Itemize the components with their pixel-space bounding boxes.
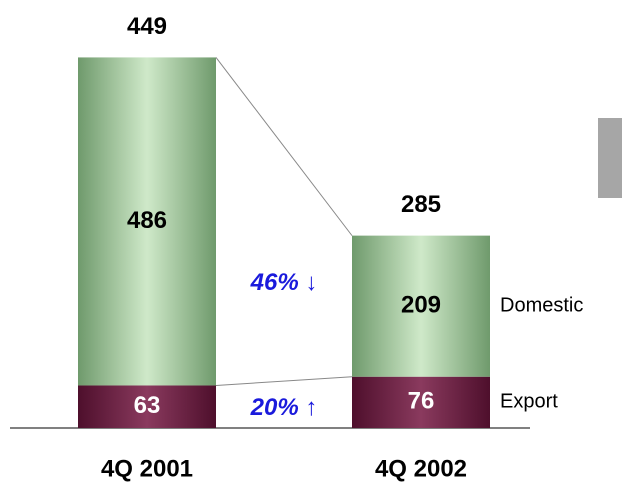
annotation: 20% ↑ — [250, 394, 318, 421]
data-label: 76 — [408, 388, 435, 415]
x-tick-label: 4Q 2002 — [375, 455, 467, 482]
connector — [215, 57, 353, 236]
total-label: 449 — [127, 13, 167, 40]
data-label: 486 — [127, 207, 167, 234]
annotation: 46% ↓ — [250, 269, 318, 296]
x-tick-label: 4Q 2001 — [101, 455, 193, 482]
data-label: 63 — [134, 392, 161, 419]
legend-label: Export — [500, 391, 558, 413]
connector — [215, 376, 353, 386]
bar-segment — [352, 376, 490, 428]
legend-label: Domestic — [500, 294, 583, 316]
decoration — [598, 118, 622, 198]
bar-segment — [78, 385, 216, 428]
total-label: 285 — [401, 191, 441, 218]
data-label: 209 — [401, 292, 441, 319]
bar-segment — [352, 235, 490, 377]
bar-segment — [78, 57, 216, 386]
